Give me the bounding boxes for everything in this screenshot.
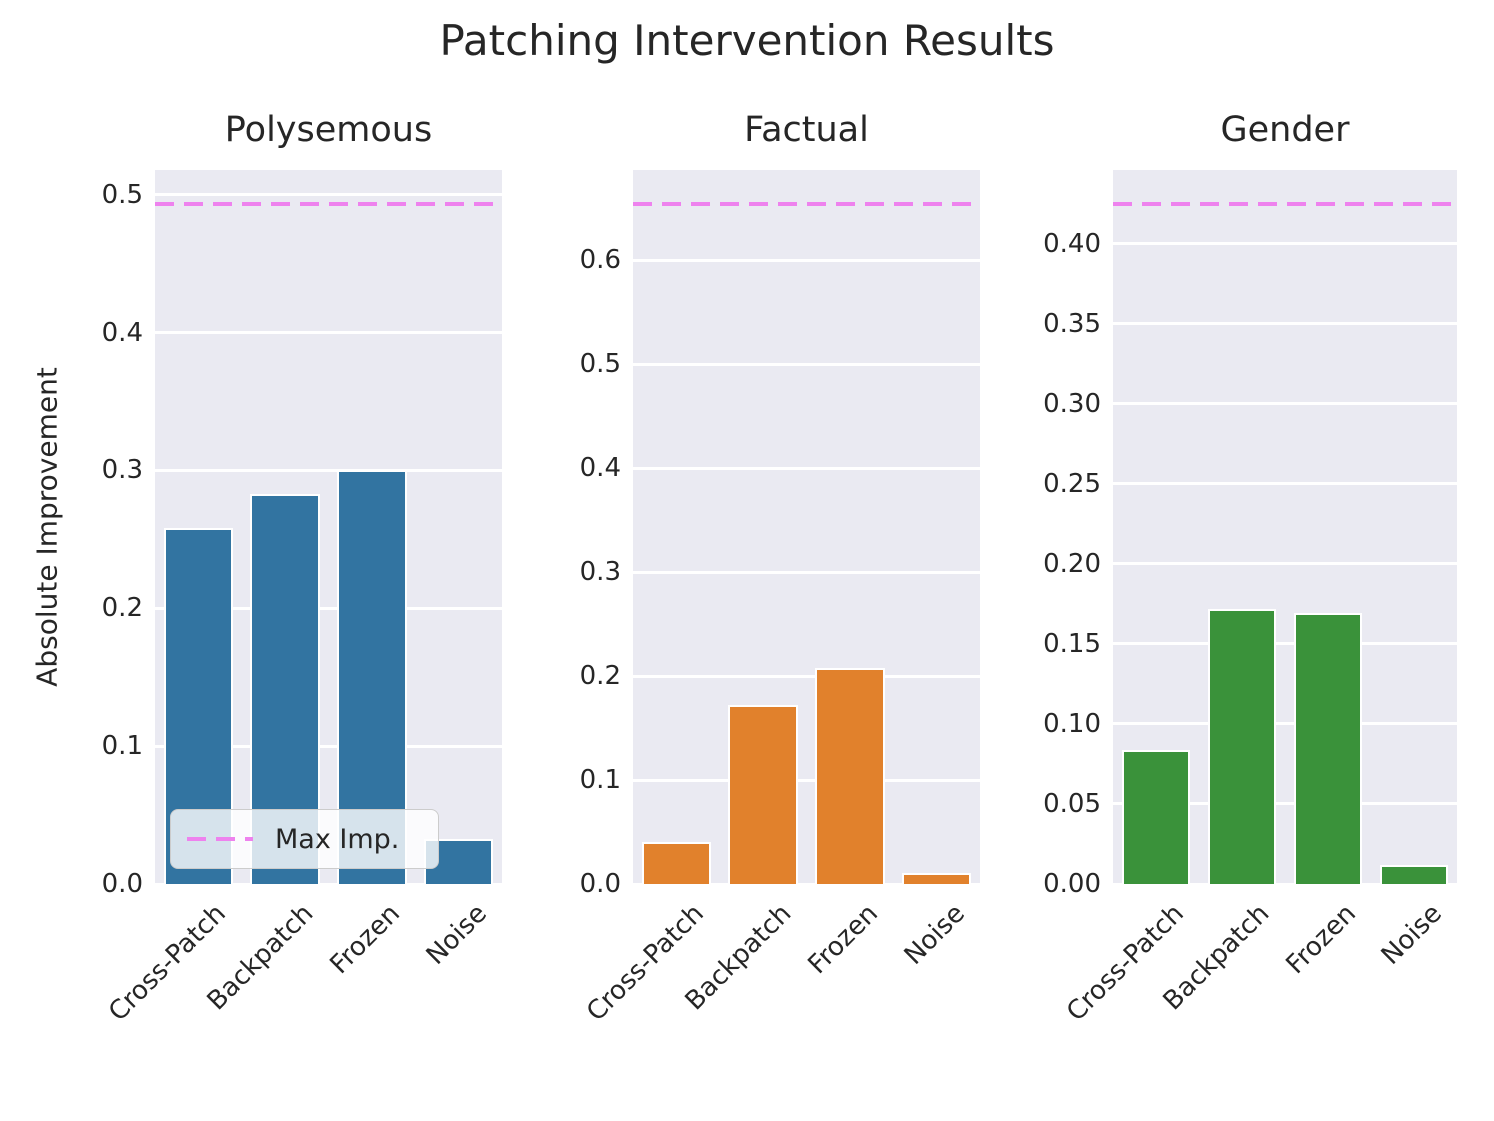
gridline bbox=[1113, 482, 1457, 486]
x-tick-label: Frozen bbox=[802, 898, 884, 981]
gridline bbox=[633, 362, 980, 366]
gridline bbox=[155, 193, 502, 197]
y-tick-label: 0.15 bbox=[1043, 628, 1101, 659]
max-improvement-line bbox=[633, 202, 980, 207]
y-tick-label: 0.10 bbox=[1043, 708, 1101, 739]
x-tick-label: Noise bbox=[898, 898, 971, 971]
axes-polysemous: 0.0 0.1 0.2 0.3 0.4 0.5 Cross-Patch Backpatch Fr… bbox=[102, 170, 502, 1027]
y-tick-label: 0.3 bbox=[579, 557, 621, 588]
y-tick-label: 0.5 bbox=[101, 179, 143, 210]
y-tick-label: 0.00 bbox=[1043, 869, 1101, 899]
subplot-title-factual: Factual bbox=[744, 110, 869, 150]
gridline bbox=[633, 674, 980, 678]
gridline bbox=[155, 606, 502, 610]
subplot-title-gender: Gender bbox=[1220, 110, 1350, 150]
bar-backpatch bbox=[1207, 608, 1277, 884]
x-tick-label: Noise bbox=[420, 898, 493, 971]
gridline bbox=[1113, 642, 1457, 646]
y-tick-label: 0.0 bbox=[579, 869, 621, 899]
y-tick-label: 0.5 bbox=[579, 349, 621, 380]
gridline bbox=[633, 778, 980, 782]
y-tick-label: 0.25 bbox=[1043, 468, 1101, 499]
y-tick-label: 0.0 bbox=[101, 869, 143, 899]
gridline bbox=[633, 570, 980, 574]
legend: Max Imp. bbox=[170, 809, 439, 869]
y-tick-label: 0.35 bbox=[1043, 308, 1101, 339]
bar-backpatch bbox=[728, 705, 798, 884]
gridline bbox=[155, 882, 502, 886]
y-tick-label: 0.3 bbox=[101, 455, 143, 486]
gridline bbox=[1113, 242, 1457, 246]
gridline bbox=[1113, 802, 1457, 806]
gridline bbox=[633, 882, 980, 886]
gridline bbox=[155, 744, 502, 748]
y-tick-label: 0.4 bbox=[101, 317, 143, 348]
bar-frozen bbox=[815, 667, 885, 884]
y-tick-label: 0.4 bbox=[579, 453, 621, 484]
y-tick-label: 0.30 bbox=[1043, 388, 1101, 419]
x-tick-label: Frozen bbox=[324, 898, 406, 981]
axes-gender: 0.00 0.05 0.10 0.15 0.20 0.25 0.30 0.35 0.40 Cros… bbox=[1043, 170, 1457, 1027]
y-tick-label: 0.2 bbox=[101, 593, 143, 624]
bar-cross-patch bbox=[1121, 749, 1191, 884]
y-tick-label: 0.6 bbox=[579, 245, 621, 276]
y-tick-label: 0.40 bbox=[1043, 228, 1101, 259]
figure-title: Patching Intervention Results bbox=[439, 16, 1055, 65]
gridline bbox=[155, 331, 502, 335]
bar-frozen bbox=[1293, 613, 1363, 884]
y-tick-label: 0.1 bbox=[101, 731, 143, 762]
x-tick-label: Frozen bbox=[1280, 898, 1362, 981]
gridline bbox=[633, 466, 980, 470]
gridline bbox=[1113, 882, 1457, 886]
gridline bbox=[1113, 562, 1457, 566]
gridline bbox=[1113, 322, 1457, 326]
x-tick-label: Noise bbox=[1375, 898, 1448, 971]
max-improvement-line bbox=[155, 202, 502, 207]
gridline bbox=[1113, 402, 1457, 406]
y-tick-label: 0.1 bbox=[579, 765, 621, 796]
y-tick-label: 0.2 bbox=[579, 661, 621, 692]
max-improvement-line bbox=[1113, 201, 1457, 206]
legend-label: Max Imp. bbox=[275, 823, 400, 855]
y-axis-label: Absolute Improvement bbox=[30, 367, 64, 687]
gridline bbox=[155, 468, 502, 472]
bar-noise bbox=[1379, 864, 1449, 884]
gridline bbox=[1113, 722, 1457, 726]
subplot-title-polysemous: Polysemous bbox=[224, 110, 433, 150]
max-improvement-line-sample bbox=[187, 837, 253, 841]
bar-cross-patch bbox=[641, 842, 712, 884]
y-tick-label: 0.05 bbox=[1043, 788, 1101, 819]
gridline bbox=[633, 258, 980, 262]
axes-factual: 0.0 0.1 0.2 0.3 0.4 0.5 0.6 Cross-Patch Backpatc… bbox=[580, 170, 980, 1027]
bar-noise bbox=[901, 872, 972, 884]
x-tick-label: Cross-Patch bbox=[581, 898, 711, 1028]
x-tick-label: Cross-Patch bbox=[103, 898, 233, 1028]
y-tick-label: 0.20 bbox=[1043, 548, 1101, 579]
